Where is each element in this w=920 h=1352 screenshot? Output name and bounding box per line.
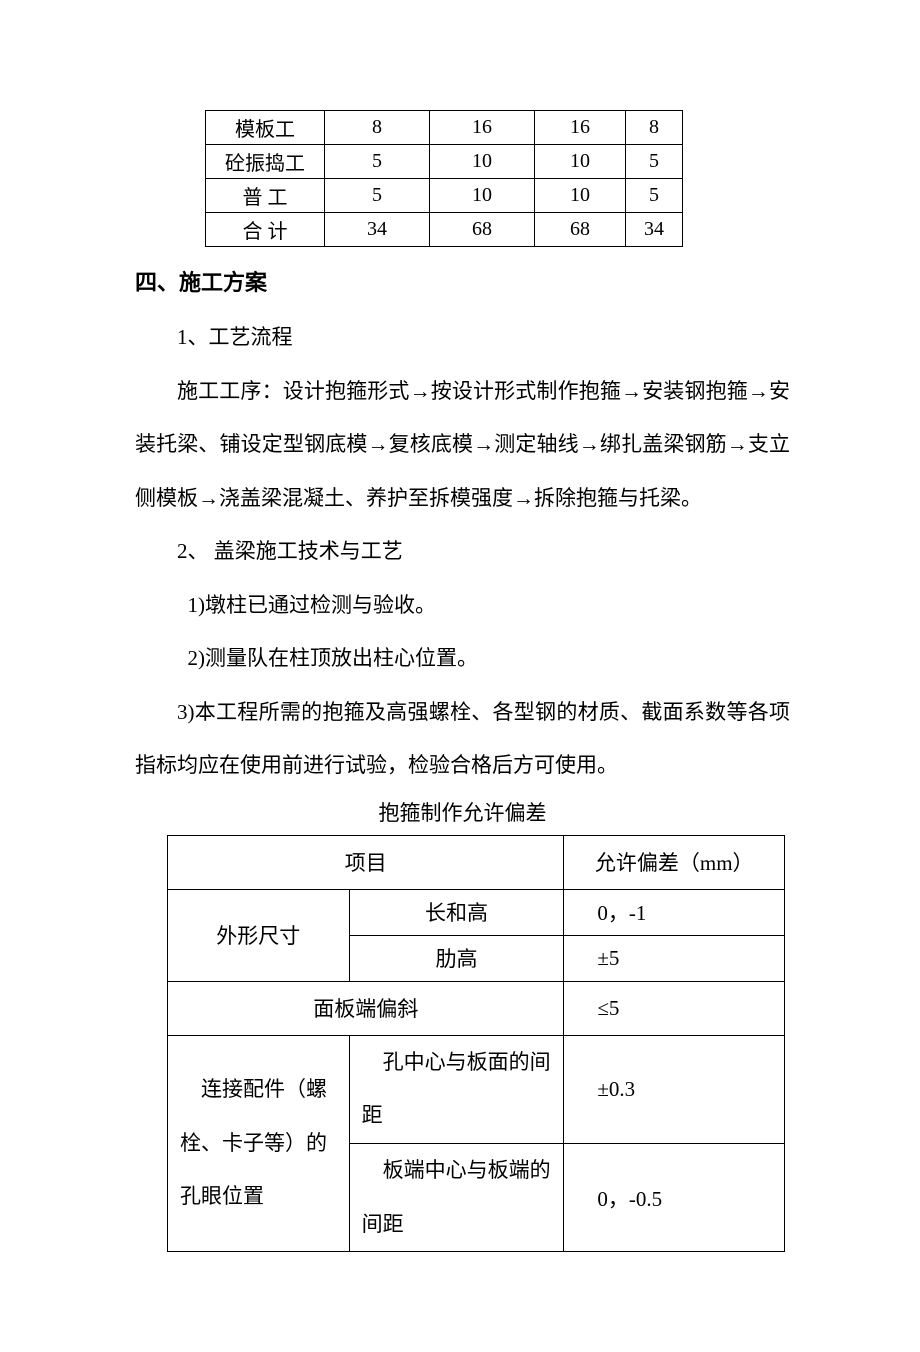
cell: 外形尺寸 [168,889,350,981]
cell: 长和高 [349,889,564,935]
table-row: 合 计 34 68 68 34 [206,213,683,247]
cell: 5 [626,179,683,213]
cell: 34 [626,213,683,247]
paragraph: 3)本工程所需的抱箍及高强螺栓、各型钢的材质、截面系数等各项指标均应在使用前进行… [135,686,790,793]
cell: 5 [325,145,430,179]
table-row: 项目 允许偏差（mm） [168,835,785,889]
cell: ≤5 [564,981,785,1035]
cell: 68 [535,213,626,247]
cell: 砼振捣工 [206,145,325,179]
labor-table: 模板工 8 16 16 8 砼振捣工 5 10 10 5 普 工 5 10 10… [205,110,683,247]
cell-text: 孔中心与板面的间距 [362,1036,552,1143]
table-title: 抱箍制作允许偏差 [135,797,790,827]
cell: 0，-0.5 [564,1144,785,1252]
header-cell: 项目 [168,835,564,889]
cell: 肋高 [349,935,564,981]
cell: 10 [535,145,626,179]
table-row: 外形尺寸 长和高 0，-1 [168,889,785,935]
cell: 34 [325,213,430,247]
cell: 5 [325,179,430,213]
cell: ±5 [564,935,785,981]
cell: 面板端偏斜 [168,981,564,1035]
cell: 16 [430,111,535,145]
table-row: 普 工 5 10 10 5 [206,179,683,213]
cell: 模板工 [206,111,325,145]
table-row: 面板端偏斜 ≤5 [168,981,785,1035]
cell: 10 [535,179,626,213]
table-row: 砼振捣工 5 10 10 5 [206,145,683,179]
cell: 连接配件（螺栓、卡子等）的孔眼位置 [168,1035,350,1251]
cell: ±0.3 [564,1035,785,1143]
cell: 8 [325,111,430,145]
cell-text: 连接配件（螺栓、卡子等）的孔眼位置 [180,1063,337,1224]
cell: 0，-1 [564,889,785,935]
cell: 板端中心与板端的间距 [349,1144,564,1252]
tolerance-table: 项目 允许偏差（mm） 外形尺寸 长和高 0，-1 肋高 ±5 面板端偏斜 ≤5… [167,835,785,1252]
cell: 普 工 [206,179,325,213]
cell: 8 [626,111,683,145]
cell: 孔中心与板面的间距 [349,1035,564,1143]
cell-text: 板端中心与板端的间距 [362,1144,552,1251]
paragraph: 2)测量队在柱顶放出柱心位置。 [135,632,790,686]
cell: 10 [430,179,535,213]
paragraph: 1)墩柱已通过检测与验收。 [135,579,790,633]
cell: 16 [535,111,626,145]
cell: 68 [430,213,535,247]
paragraph: 1、工艺流程 [135,311,790,365]
section-heading-4: 四、施工方案 [135,265,790,297]
cell: 5 [626,145,683,179]
paragraph: 施工工序：设计抱箍形式→按设计形式制作抱箍→安装钢抱箍→安装托梁、铺设定型钢底模… [135,365,790,526]
table-row: 模板工 8 16 16 8 [206,111,683,145]
cell: 合 计 [206,213,325,247]
header-cell: 允许偏差（mm） [564,835,785,889]
paragraph: 2、 盖梁施工技术与工艺 [135,525,790,579]
table-row: 连接配件（螺栓、卡子等）的孔眼位置 孔中心与板面的间距 ±0.3 [168,1035,785,1143]
cell: 10 [430,145,535,179]
